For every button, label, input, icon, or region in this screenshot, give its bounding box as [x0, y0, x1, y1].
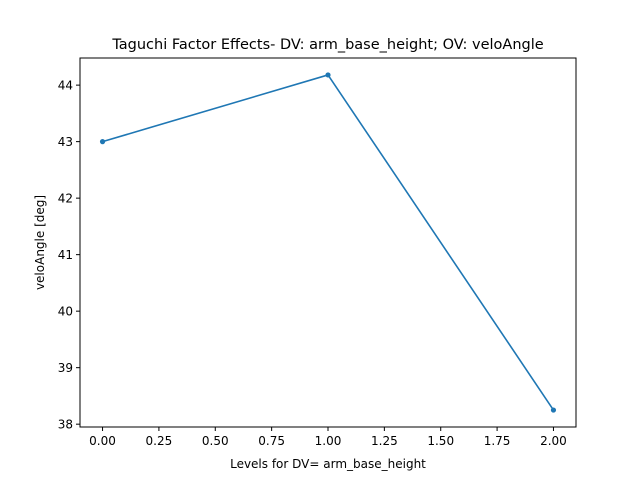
data-point [325, 72, 331, 78]
series-group [99, 72, 557, 413]
y-axis-ticks: 38 39 40 41 42 43 44 [58, 79, 80, 432]
x-tick-label: 1.00 [315, 434, 342, 448]
y-tick-label: 43 [58, 135, 73, 149]
y-tick-label: 40 [58, 305, 73, 319]
data-point [550, 407, 557, 413]
x-tick-label: 1.75 [484, 434, 511, 448]
plot-frame [79, 57, 577, 428]
x-tick-label: 1.25 [371, 434, 398, 448]
x-axis-ticks: 0.00 0.25 0.50 0.75 1.00 1.25 1.50 1.75 2.00 [89, 427, 567, 448]
y-tick-label: 44 [58, 79, 73, 93]
y-tick-label: 39 [58, 361, 73, 375]
y-tick-label: 41 [58, 248, 73, 262]
x-axis-label: Levels for DV= arm_base_height [230, 457, 426, 471]
x-tick-label: 0.50 [202, 434, 229, 448]
x-tick-label: 0.25 [146, 434, 173, 448]
data-point [99, 139, 106, 145]
chart-title: Taguchi Factor Effects- DV: arm_base_hei… [111, 37, 543, 53]
plot-area [80, 58, 576, 427]
x-tick-label: 0.00 [89, 434, 116, 448]
y-tick-label: 42 [58, 192, 73, 206]
y-axis-label: veloAngle [deg] [33, 195, 47, 290]
x-tick-label: 0.75 [258, 434, 285, 448]
x-tick-label: 2.00 [540, 434, 567, 448]
y-tick-label: 38 [58, 418, 73, 432]
x-tick-label: 1.50 [427, 434, 454, 448]
